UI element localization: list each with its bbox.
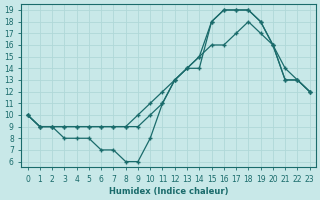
X-axis label: Humidex (Indice chaleur): Humidex (Indice chaleur) (109, 187, 228, 196)
